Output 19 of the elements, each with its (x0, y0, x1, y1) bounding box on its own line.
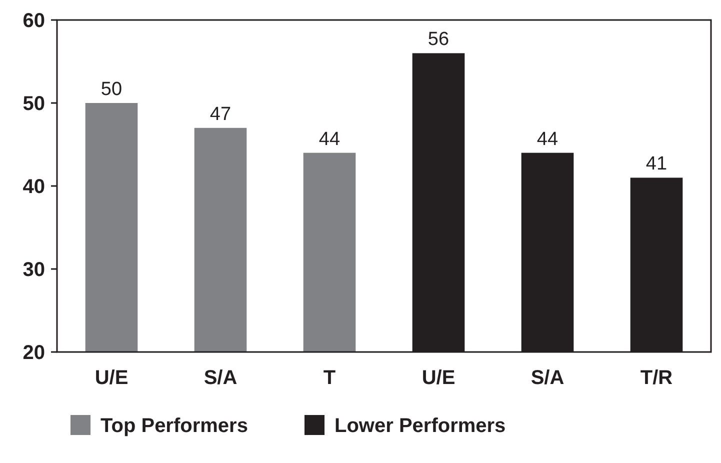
y-tick-label: 40 (22, 176, 45, 198)
data-label: 41 (646, 154, 668, 175)
data-label: 50 (100, 79, 122, 100)
y-tick-label: 30 (22, 259, 45, 281)
data-label: 44 (536, 128, 558, 150)
x-tick-label: S/A (530, 367, 564, 389)
data-label: 44 (318, 128, 340, 150)
legend-label: Lower Performers (334, 415, 506, 437)
x-tick-label: T (323, 367, 336, 389)
y-tick-label: 50 (22, 93, 45, 115)
y-tick-label: 60 (22, 10, 45, 32)
x-tick-label: T/R (640, 367, 674, 389)
x-tick-label: U/E (94, 367, 128, 389)
data-label: 47 (210, 104, 232, 125)
x-tick-label: U/E (422, 367, 456, 389)
data-label: 56 (428, 29, 450, 50)
x-tick-label: S/A (204, 367, 238, 389)
y-tick-label: 20 (22, 342, 45, 364)
legend-label: Top Performers (100, 415, 248, 437)
